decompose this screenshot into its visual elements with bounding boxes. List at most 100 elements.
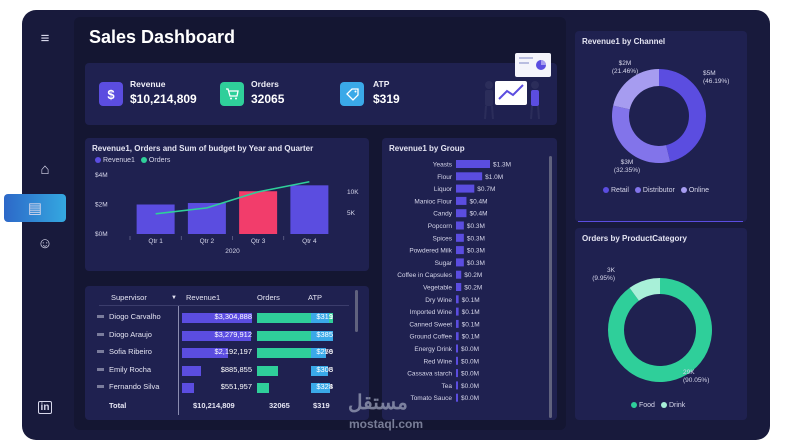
combo-chart: $0M $2M $4M 5K 10K Qtr 1 Qtr 2 Qtr 3 Qtr 4 2020 [95,172,359,255]
channel-chart-card: Revenue1 by Channel $2M (21.46%) $5M (46.19… [575,31,747,222]
donut-percent-label: (32.35%) [614,167,640,174]
group-bar [456,381,458,390]
kpi-card: $ Revenue $10,214,809 Orders 32065 ATP $… [85,53,557,125]
header-atp[interactable]: ATP [308,293,323,302]
donut-slice [608,278,712,382]
group-value-label: $0.4M [469,211,487,218]
row-revenue-bar [182,330,252,341]
row-expand-icon[interactable] [97,385,104,388]
row-atp: $319 [316,312,333,321]
table-row[interactable]: Diogo Araujo$3,279,9128523$385 [85,328,345,344]
table-row[interactable]: Diogo Carvalho$3,304,88810371$319 [85,310,345,326]
group-bar [456,369,458,378]
y2-tick-label: 5K [347,210,356,217]
row-revenue: $885,855 [220,364,252,374]
filter-icon[interactable]: ≡ [22,25,68,51]
legend-label-online: Online [688,187,710,194]
table-divider [178,305,179,415]
legend-dot-distributor [634,187,641,194]
group-bar [456,209,467,218]
dollar-icon: $ [99,82,123,106]
cart-svg [226,88,239,100]
row-expand-icon[interactable] [97,367,104,371]
group-category-label: Flour [437,174,453,181]
total-revenue: $10,214,809 [193,401,235,410]
group-category-label: Popcorn [428,223,453,230]
table-header-rule [99,305,349,306]
legend-item-orders[interactable]: Orders [140,157,170,164]
row-revenue-bar [182,313,252,323]
cart-icon [220,82,244,106]
atp-label: ATP [373,79,390,89]
row-atp-bar [311,383,330,393]
legend-item-online[interactable]: Online [680,187,710,194]
sidebar: ≡ ⌂ ▤ ☺ in [4,10,68,440]
group-category-label: Tea [442,383,453,390]
header-supervisor[interactable]: Supervisor [111,293,147,302]
donut-slice [613,69,659,110]
people-icon[interactable]: ☺ [22,230,68,256]
donut-value-label: 3K [607,267,616,274]
group-value-label: $0.3M [467,260,485,267]
group-value-label: $0.4M [469,198,487,205]
channel-donut-chart: $2M(21.46%) $5M(46.19%) $3M(32.35%) [612,60,730,174]
group-category-label: Yeasts [433,162,453,169]
group-bar [456,246,464,255]
table-total-row: Total $10,214,809 32065 $319 [85,399,345,415]
header-orders[interactable]: Orders [257,293,280,302]
group-scrollbar[interactable] [549,156,552,418]
legend-item-drink[interactable]: Drink [660,402,686,409]
group-chart-card: Revenue1 by Group Yeasts $1.3M Flour $1.0M L… [382,138,557,420]
header-revenue[interactable]: Revenue1 [186,293,221,302]
table-row[interactable]: Sofia Ribeiro$2,192,1978579$256 [85,345,345,361]
legend-label-retail: Retail [611,187,629,194]
total-atp: $319 [313,401,330,410]
row-revenue-bar [182,365,201,376]
group-category-label: Coffee in Capsules [397,272,453,279]
y-tick-label: $0M [95,231,108,238]
row-expand-icon[interactable] [97,315,104,318]
group-category-label: Vegetable [423,285,452,292]
group-category-label: Candy [433,211,453,218]
main-panel: Sales Dashboard $ Revenue $10,214,809 Or… [74,17,566,430]
legend-item-revenue[interactable]: Revenue1 [95,157,135,164]
group-category-label: Manioc Flour [414,198,452,205]
home-icon[interactable]: ⌂ [22,156,68,182]
group-bar [456,196,467,205]
row-expand-icon[interactable] [97,350,104,353]
row-orders-bar [257,330,320,341]
table-row[interactable]: Emily Rocha$885,8552908$305 [85,363,345,379]
group-bar [456,344,458,353]
table-row[interactable]: Fernando Silva$551,9571684$328 [85,380,345,396]
group-value-label: $0.1M [462,321,480,328]
revenue-label: Revenue [130,79,166,89]
legend-item-distributor[interactable]: Distributor [634,187,675,194]
legend-item-retail[interactable]: Retail [603,187,629,194]
tag-svg [345,87,359,101]
row-expand-icon[interactable] [97,332,104,336]
combo-chart-card: Revenue1, Orders and Sum of budget by Ye… [85,138,369,271]
table-scrollbar[interactable] [355,290,358,332]
legend-item-food[interactable]: Food [631,402,655,409]
donut-slice [612,105,671,163]
x-tick-label: Qtr 2 [200,238,215,245]
legend-dot-drink [660,402,667,409]
group-value-label: $0.1M [462,334,480,341]
orders-value: 32065 [251,92,285,106]
row-supervisor: Diogo Carvalho [109,312,161,321]
group-value-label: $0.0M [461,395,479,402]
group-value-label: $0.0M [461,358,479,365]
group-category-label: Tomato Sauce [410,395,452,402]
linkedin-icon[interactable]: in [22,394,68,420]
row-supervisor: Emily Rocha [109,364,152,374]
legend-label-drink: Drink [668,402,686,409]
revenue-bar [136,204,175,234]
total-orders: 32065 [269,401,290,410]
group-category-label: Ground Coffee [409,334,452,341]
report-icon[interactable]: ▤ [4,194,66,222]
group-bar [456,319,459,328]
right-divider [578,221,743,222]
row-revenue: $3,304,888 [214,312,252,321]
sort-desc-icon[interactable]: ▼ [171,295,177,301]
y-tick-label: $2M [95,202,108,209]
